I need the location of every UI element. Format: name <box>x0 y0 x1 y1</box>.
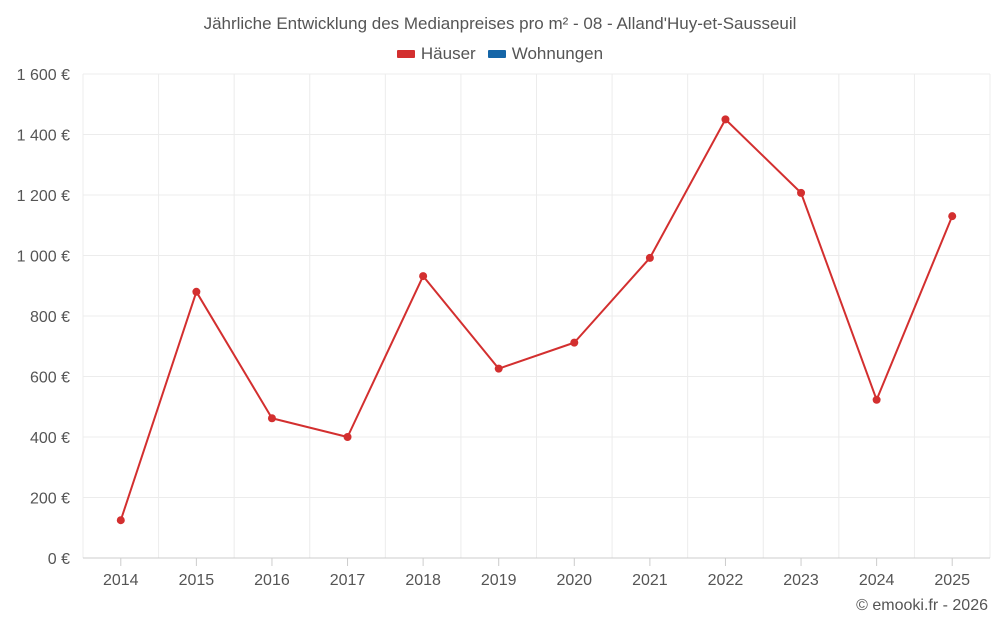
x-tick-label: 2025 <box>934 572 970 589</box>
x-tick-label: 2021 <box>632 572 668 589</box>
credit: © emooki.fr - 2026 <box>856 597 988 614</box>
y-tick-label: 400 € <box>30 430 70 447</box>
y-tick-label: 1 600 € <box>17 67 70 84</box>
y-tick-label: 1 400 € <box>17 128 70 145</box>
y-axis: 0 € 200 € 400 € 600 € 800 € 1 000 € 1 200 € 1 4… <box>17 67 70 568</box>
legend-swatch-haeuser <box>396 50 415 58</box>
legend-swatch-wohnungen <box>487 50 506 58</box>
x-tick-label: 2017 <box>330 572 366 589</box>
data-point[interactable] <box>948 212 957 221</box>
x-tick-label: 2022 <box>708 572 744 589</box>
x-tick-label: 2019 <box>481 572 517 589</box>
y-tick-label: 1 000 € <box>17 249 70 266</box>
legend-item-wohnungen[interactable]: Wohnungen <box>487 44 604 64</box>
data-point[interactable] <box>721 115 730 124</box>
series-layer <box>116 115 957 525</box>
legend-label-haeuser: Häuser <box>420 44 476 63</box>
data-point[interactable] <box>419 272 428 281</box>
y-tick-label: 200 € <box>30 491 70 508</box>
x-tick-label: 2023 <box>783 572 819 589</box>
y-tick-label: 600 € <box>30 370 70 387</box>
x-tick-label: 2014 <box>103 572 139 589</box>
x-tick-label: 2016 <box>254 572 290 589</box>
x-tick-label: 2018 <box>405 572 441 589</box>
data-point[interactable] <box>872 395 881 404</box>
legend-item-haeuser[interactable]: Häuser <box>396 44 476 64</box>
legend: Häuser Wohnungen <box>0 44 1000 64</box>
data-point[interactable] <box>192 287 201 296</box>
y-tick-label: 800 € <box>30 309 70 326</box>
grid <box>82 73 991 559</box>
data-point[interactable] <box>343 433 352 441</box>
x-tick-label: 2015 <box>179 572 215 589</box>
data-point[interactable] <box>570 338 579 347</box>
x-tick-label: 2020 <box>556 572 592 589</box>
x-axis: 2014 2015 2016 2017 2018 2019 2020 2021 2022 2023… <box>103 558 970 589</box>
chart-title: Jährliche Entwicklung des Medianpreises … <box>203 14 797 33</box>
series-line-0 <box>119 118 954 521</box>
y-tick-label: 0 € <box>48 551 70 568</box>
data-point[interactable] <box>116 516 125 525</box>
x-tick-label: 2024 <box>859 572 895 589</box>
data-point[interactable] <box>797 188 806 197</box>
data-point[interactable] <box>645 253 654 262</box>
legend-label-wohnungen: Wohnungen <box>511 44 604 63</box>
y-tick-label: 1 200 € <box>17 188 70 205</box>
data-point[interactable] <box>494 364 503 373</box>
data-point[interactable] <box>267 414 276 423</box>
